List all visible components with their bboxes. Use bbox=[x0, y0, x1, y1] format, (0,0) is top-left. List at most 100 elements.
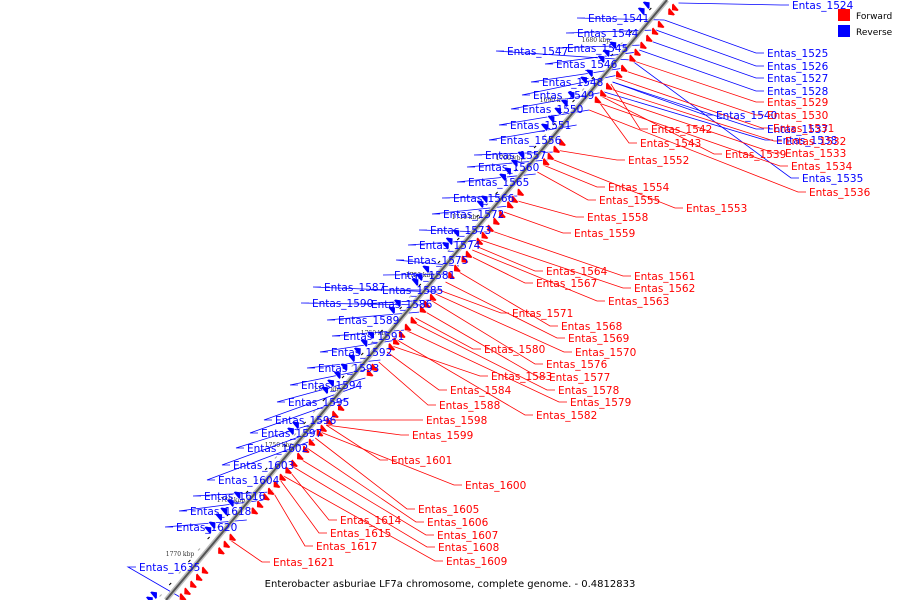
gene-arrow bbox=[262, 492, 271, 502]
gene-arrow bbox=[460, 254, 470, 264]
gene-label: Entas_1588 bbox=[439, 400, 500, 412]
gene-arrow bbox=[347, 353, 356, 363]
gene-label: Entas_1569 bbox=[568, 333, 629, 345]
gene-label: Entas_1534 bbox=[791, 161, 853, 173]
gene-arrow bbox=[207, 520, 217, 530]
gene-label: Entas_1605 bbox=[418, 504, 479, 516]
gene-label: Entas_1602 bbox=[247, 443, 308, 455]
gene-label: Entas_1607 bbox=[437, 530, 498, 542]
gene-label: Entas_1571 bbox=[512, 308, 573, 320]
gene-arrow bbox=[302, 444, 311, 454]
gene-label: Entas_1563 bbox=[608, 296, 669, 308]
gene-arrow bbox=[542, 157, 551, 167]
gene-arrow bbox=[475, 199, 485, 209]
gene-arrow bbox=[421, 264, 430, 274]
gene-arrow bbox=[319, 423, 328, 433]
gene-label: Entas_1579 bbox=[570, 397, 631, 409]
gene-arrow bbox=[637, 6, 646, 16]
gene-label: Entas_1572 bbox=[443, 209, 504, 221]
gene-arrow bbox=[278, 472, 288, 482]
gene-label: Entas_1561 bbox=[634, 271, 695, 283]
gene-label: Entas_1532 bbox=[785, 136, 846, 148]
gene-arrow bbox=[453, 263, 462, 273]
gene-label: Entas_1575 bbox=[407, 255, 468, 267]
gene-arrow bbox=[387, 342, 397, 352]
gene-label: Entas_1570 bbox=[575, 347, 636, 359]
gene-arrow bbox=[510, 158, 519, 168]
gene-label: Entas_1550 bbox=[522, 104, 583, 116]
gene-label: Entas_1601 bbox=[391, 455, 452, 467]
gene-label: Entas_1597 bbox=[261, 428, 322, 440]
gene-label: Entas_1548 bbox=[542, 77, 603, 89]
gene-arrow bbox=[296, 451, 305, 461]
gene-arrow bbox=[145, 595, 154, 600]
gene-label: Entas_1549 bbox=[533, 90, 594, 102]
gene-label: Entas_1525 bbox=[767, 48, 828, 60]
gene-arrow bbox=[480, 194, 489, 204]
gene-arrow bbox=[308, 437, 317, 447]
gene-label: Entas_1535 bbox=[802, 173, 863, 185]
gene-arrow bbox=[498, 172, 507, 182]
gene-label: Entas_1603 bbox=[233, 460, 294, 472]
gene-arrow bbox=[320, 385, 329, 395]
gene-arrow bbox=[608, 40, 617, 50]
gene-label: Entas_1585 bbox=[382, 285, 443, 297]
gene-arrow bbox=[333, 370, 342, 380]
gene-arrow bbox=[516, 150, 526, 160]
tick-label: 1750 kbp bbox=[265, 442, 294, 449]
gene-label: Entas_1556 bbox=[500, 135, 562, 147]
gene-arrow bbox=[657, 19, 666, 29]
gene-label: Entas_1583 bbox=[491, 371, 552, 383]
gene-label: Entas_1590 bbox=[312, 298, 373, 310]
gene-arrow bbox=[441, 241, 450, 251]
gene-arrow bbox=[366, 368, 375, 378]
gene-label: Entas_1604 bbox=[218, 475, 280, 487]
gene-arrow bbox=[620, 63, 629, 73]
legend-label-forward: Forward bbox=[856, 12, 892, 22]
gene-arrow bbox=[560, 98, 569, 108]
map-caption: Enterobacter asburiae LF7a chromosome, c… bbox=[265, 579, 636, 590]
gene-label: Entas_1533 bbox=[785, 148, 846, 160]
legend-label-reverse: Reverse bbox=[856, 28, 893, 38]
gene-labels: Entas_1524Entas_1541Entas_1544Entas_1545… bbox=[139, 0, 871, 574]
gene-arrow bbox=[189, 579, 198, 589]
gene-arrow bbox=[226, 498, 235, 508]
gene-arrow bbox=[149, 590, 158, 600]
gene-label: Entas_1541 bbox=[588, 13, 649, 25]
gene-label: Entas_1573 bbox=[430, 225, 491, 237]
gene-arrow bbox=[366, 330, 375, 340]
gene-label: Entas_1565 bbox=[468, 177, 529, 189]
gene-label: Entas_1544 bbox=[577, 28, 639, 40]
gene-label: Entas_1536 bbox=[809, 187, 871, 199]
gene-label: Entas_1540 bbox=[716, 110, 777, 122]
leader-lines bbox=[126, 2, 806, 599]
gene-arrow bbox=[444, 236, 454, 246]
gene-arrow bbox=[492, 216, 501, 226]
gene-label: Entas_1621 bbox=[273, 557, 334, 569]
gene-label: Entas_1587 bbox=[324, 282, 385, 294]
gene-label: Entas_1553 bbox=[686, 203, 747, 215]
gene-label: Entas_1526 bbox=[767, 61, 829, 73]
gene-arrow bbox=[429, 292, 438, 302]
gene-label: Entas_1618 bbox=[190, 506, 251, 518]
legend-swatch-reverse bbox=[838, 25, 850, 37]
gene-arrow bbox=[506, 200, 515, 210]
gene-arrow bbox=[222, 539, 232, 549]
gene-label: Entas_1582 bbox=[536, 410, 597, 422]
gene-arrow bbox=[553, 106, 562, 116]
gene-arrow bbox=[284, 465, 293, 475]
gene-arrow bbox=[628, 53, 637, 63]
gene-label: Entas_1594 bbox=[301, 380, 363, 392]
gene-arrow bbox=[316, 428, 325, 438]
gene-arrow bbox=[639, 40, 648, 50]
gene-arrow bbox=[642, 0, 651, 10]
gene-label: Entas_1552 bbox=[628, 155, 689, 167]
gene-arrow bbox=[579, 75, 588, 85]
gene-label: Entas_1577 bbox=[549, 372, 610, 384]
gene-label: Entas_1539 bbox=[725, 149, 786, 161]
gene-label: Entas_1551 bbox=[510, 120, 571, 132]
gene-label: Entas_1606 bbox=[427, 517, 489, 529]
gene-label: Entas_1528 bbox=[767, 86, 828, 98]
legend-swatch-forward bbox=[838, 9, 850, 21]
